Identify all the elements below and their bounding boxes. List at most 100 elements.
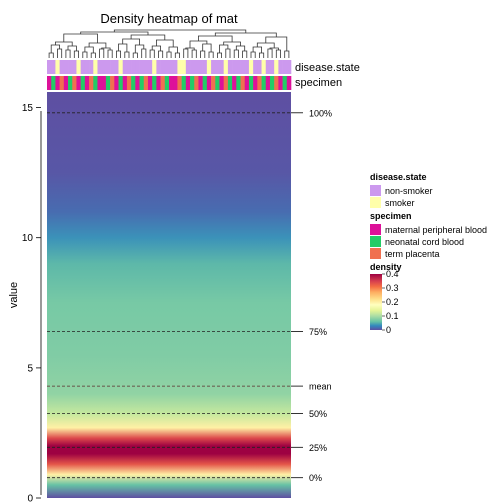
annotation-cell-disease-state (236, 60, 241, 74)
annotation-cell-disease-state (219, 60, 224, 74)
annotation-cell-disease-state (156, 60, 161, 74)
legend-label-non-smoker: non-smoker (385, 186, 433, 196)
legend-swatch-smoker (370, 197, 381, 208)
annotation-cell-specimen (51, 76, 56, 90)
annotation-cell-specimen (232, 76, 237, 90)
annotation-cell-disease-state (51, 60, 56, 74)
legend-label-neonatal-cord-blood: neonatal cord blood (385, 237, 464, 247)
annotation-cell-specimen (265, 76, 271, 90)
annotation-cell-disease-state (59, 60, 65, 74)
annotation-cell-disease-state (181, 60, 187, 74)
y-tick-label-5: 5 (27, 363, 33, 374)
annotation-cell-specimen (72, 76, 77, 90)
dendrogram-branch (80, 31, 149, 35)
annotation-cell-specimen (59, 76, 65, 90)
annotation-cell-specimen (164, 76, 170, 90)
y-axis: 0 5 10 15 (22, 103, 42, 504)
annotation-cell-specimen (181, 76, 187, 90)
dendrogram-branch (166, 51, 172, 58)
annotation-cell-disease-state (185, 60, 191, 74)
annotation-cell-specimen (274, 76, 279, 90)
annotation-cell-disease-state (143, 60, 149, 74)
annotation-cell-disease-state (63, 60, 69, 74)
dendrogram-branch (82, 51, 88, 58)
dendrogram-branch (208, 51, 214, 58)
annotation-cell-specimen (131, 76, 136, 90)
annotation-cell-specimen (282, 76, 288, 90)
dendrogram-branch (73, 50, 79, 58)
dendrogram-branch (99, 48, 105, 58)
annotation-cell-specimen (114, 76, 119, 90)
y-tick-label-10: 10 (22, 233, 34, 244)
dendrogram-branch (191, 49, 197, 58)
dendrogram-branch (259, 52, 265, 58)
dendrogram-branch (132, 52, 138, 58)
dendrogram-branch (284, 50, 290, 58)
annotation-cell-disease-state (177, 60, 182, 74)
legend-label-term-placenta: term placenta (385, 249, 440, 259)
legend-label-maternal-peripheral-blood: maternal peripheral blood (385, 225, 487, 235)
annotation-cell-disease-state (261, 60, 267, 74)
annotation-cell-disease-state (269, 60, 275, 74)
annotation-cell-specimen (223, 76, 229, 90)
annotation-cell-specimen (248, 76, 254, 90)
legend-specimen-entries: maternal peripheral blood neonatal cord b… (370, 224, 487, 259)
annotation-cell-disease-state (47, 60, 52, 74)
annotation-cell-specimen (269, 76, 275, 90)
legend-swatch-term-placenta (370, 248, 381, 259)
quantile-label-100pct: 100% (309, 108, 332, 118)
dendrogram-branch (65, 49, 71, 58)
annotation-cell-disease-state (152, 60, 157, 74)
annotation-cell-disease-state (173, 60, 178, 74)
annotation-cell-specimen (156, 76, 161, 90)
annotation-cell-specimen (219, 76, 224, 90)
annotation-cell-disease-state (206, 60, 212, 74)
annotation-cell-specimen (253, 76, 258, 90)
annotation-cell-specimen (147, 76, 153, 90)
annotation-cell-specimen (236, 76, 241, 90)
annotation-cell-specimen (173, 76, 178, 90)
dendrogram-branch (275, 49, 281, 58)
annotation-cell-specimen (105, 76, 111, 90)
annotation-cell-disease-state (190, 60, 195, 74)
legend-swatch-non-smoker (370, 185, 381, 196)
dendrogram-branch (124, 51, 130, 58)
annotation-cell-specimen (93, 76, 98, 90)
annotation-cell-disease-state (114, 60, 119, 74)
annotation-cell-disease-state (198, 60, 203, 74)
annotation-cell-specimen (63, 76, 69, 90)
quantile-lines (47, 112, 303, 479)
annotation-cell-disease-state (232, 60, 237, 74)
annotation-cell-specimen (118, 76, 124, 90)
annotation-cell-specimen (244, 76, 250, 90)
legend-swatch-maternal-peripheral-blood (370, 224, 381, 235)
annotation-cell-disease-state (147, 60, 153, 74)
annotation-track-label-disease-state: disease.state (295, 62, 360, 74)
annotation-cell-disease-state (248, 60, 254, 74)
annotation-cell-disease-state (286, 60, 292, 74)
dendrogram-branch (158, 50, 164, 58)
annotation-cell-disease-state (93, 60, 98, 74)
annotation-cell-disease-state (139, 60, 145, 74)
annotation-cell-disease-state (257, 60, 262, 74)
annotation-cell-disease-state (244, 60, 250, 74)
legend-title-disease-state: disease.state (370, 172, 427, 182)
annotation-cell-specimen (160, 76, 166, 90)
annotation-cell-disease-state (118, 60, 124, 74)
annotation-cell-specimen (278, 76, 283, 90)
annotation-cell-disease-state (164, 60, 170, 74)
legend-title-density: density (370, 262, 402, 272)
dendrogram-branch (250, 51, 256, 58)
annotation-cell-disease-state (131, 60, 136, 74)
annotation-cell-specimen (169, 76, 174, 90)
annotation-cell-specimen (240, 76, 246, 90)
quantile-labels: 100% 75% mean 50% 25% 0% (309, 108, 332, 483)
density-color-bar (370, 274, 382, 330)
annotation-cell-disease-state (274, 60, 279, 74)
legend-break-label: 0 (386, 325, 391, 335)
legend-title-specimen: specimen (370, 211, 412, 221)
annotation-cell-disease-state (97, 60, 102, 74)
annotation-cell-specimen (261, 76, 267, 90)
annotation-cell-disease-state (126, 60, 132, 74)
annotation-cell-specimen (177, 76, 182, 90)
